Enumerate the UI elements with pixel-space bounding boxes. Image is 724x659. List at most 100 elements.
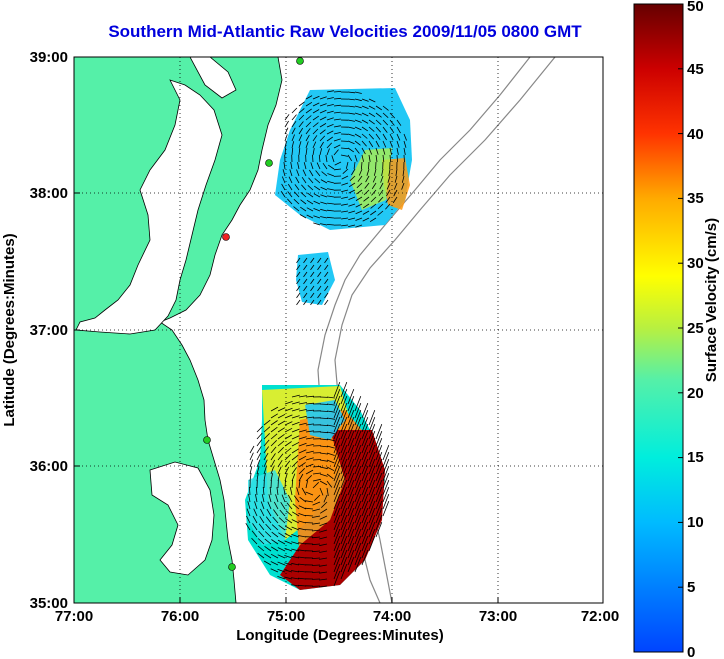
velocity-arrow <box>326 97 334 100</box>
velocity-arrow <box>256 446 262 454</box>
velocity-arrow <box>358 168 363 176</box>
velocity-arrow <box>347 133 355 137</box>
velocity-arrow <box>303 292 308 299</box>
velocity-arrow <box>298 395 307 398</box>
velocity-arrow <box>284 562 293 566</box>
velocity-arrow <box>258 530 265 538</box>
velocity-arrow <box>305 500 314 503</box>
velocity-arrow <box>269 487 272 496</box>
velocity-arrow <box>361 451 369 468</box>
velocity-arrow <box>277 576 286 580</box>
velocity-arrow <box>252 523 258 531</box>
velocity-arrow <box>361 437 369 454</box>
velocity-arrow <box>301 487 307 496</box>
velocity-arrow <box>320 216 328 219</box>
velocity-arrow <box>251 530 258 538</box>
velocity-arrow <box>319 557 328 560</box>
velocity-arrow <box>326 459 335 464</box>
velocity-arrow <box>361 112 369 117</box>
velocity-arrow <box>284 533 293 538</box>
velocity-arrow <box>326 90 334 93</box>
velocity-arrow <box>257 538 265 545</box>
velocity-arrow <box>368 500 376 517</box>
velocity-arrow <box>354 444 362 461</box>
velocity-arrow <box>257 552 265 559</box>
velocity-arrow <box>255 486 258 496</box>
velocity-arrow <box>303 285 308 292</box>
velocity-arrow <box>361 105 369 109</box>
velocity-arrow <box>305 95 313 100</box>
velocity-arrow <box>256 459 261 468</box>
velocity-arrow <box>327 202 335 205</box>
colorbar-tick-label: 50 <box>687 0 704 15</box>
velocity-arrow <box>291 120 297 128</box>
velocity-arrow <box>256 426 263 433</box>
velocity-arrow <box>294 191 300 198</box>
velocity-arrow <box>382 154 385 163</box>
velocity-arrow <box>327 180 335 184</box>
velocity-arrow <box>333 125 341 128</box>
velocity-arrow <box>310 292 315 299</box>
velocity-arrow <box>298 462 306 468</box>
velocity-arrow <box>354 133 362 138</box>
velocity-arrow <box>270 406 279 412</box>
velocity-arrow <box>340 549 348 566</box>
velocity-arrow <box>347 98 355 101</box>
velocity-arrow <box>277 433 285 440</box>
velocity-arrow <box>340 451 348 468</box>
velocity-arrow <box>319 480 328 486</box>
velocity-arrow <box>347 507 355 524</box>
velocity-arrow <box>340 472 348 489</box>
velocity-arrow <box>284 479 286 489</box>
velocity-arrow <box>305 101 313 107</box>
velocity-arrow <box>277 466 282 475</box>
velocity-arrow <box>351 168 356 176</box>
velocity-arrow <box>375 154 378 162</box>
velocity-arrow <box>368 416 376 433</box>
velocity-arrow <box>368 423 376 440</box>
velocity-arrow <box>310 257 315 264</box>
velocity-arrow <box>310 264 315 271</box>
velocity-arrow <box>381 168 384 176</box>
velocity-arrow <box>270 459 276 468</box>
velocity-arrow <box>369 217 377 223</box>
velocity-arrow <box>354 91 362 94</box>
velocity-arrow <box>306 207 314 212</box>
velocity-arrow <box>340 430 348 447</box>
velocity-arrow <box>324 299 329 306</box>
velocity-arrow <box>333 486 341 503</box>
velocity-arrow <box>314 494 321 501</box>
velocity-arrow <box>284 555 293 559</box>
velocity-arrow <box>291 107 298 114</box>
velocity-arrow <box>389 147 392 155</box>
velocity-arrow <box>368 147 373 155</box>
velocity-arrow <box>333 479 341 496</box>
velocity-arrow <box>317 264 322 271</box>
velocity-arrow <box>361 479 369 496</box>
velocity-arrow <box>277 453 284 461</box>
velocity-arrow <box>299 214 307 219</box>
velocity-arrow <box>312 115 320 121</box>
velocity-arrow <box>319 403 329 405</box>
velocity-arrow <box>354 542 362 559</box>
velocity-arrow <box>281 183 286 191</box>
velocity-arrow <box>368 126 375 132</box>
velocity-arrow <box>361 514 369 531</box>
velocity-arrow <box>311 536 321 539</box>
velocity-arrow <box>298 520 307 524</box>
velocity-arrow <box>291 127 296 135</box>
velocity-arrow <box>299 496 307 503</box>
velocity-arrow <box>333 528 341 545</box>
velocity-arrow <box>375 423 383 440</box>
velocity-arrow <box>304 515 314 517</box>
velocity-arrow <box>371 182 377 190</box>
velocity-arrow <box>340 479 348 496</box>
velocity-arrow <box>319 473 328 477</box>
velocity-arrow <box>354 472 362 489</box>
colorbar-tick-label: 35 <box>687 190 704 207</box>
velocity-arrow <box>270 446 277 454</box>
velocity-arrow <box>291 548 300 552</box>
velocity-arrow <box>305 444 314 447</box>
velocity-arrow <box>284 547 293 552</box>
velocity-arrow <box>333 570 341 587</box>
